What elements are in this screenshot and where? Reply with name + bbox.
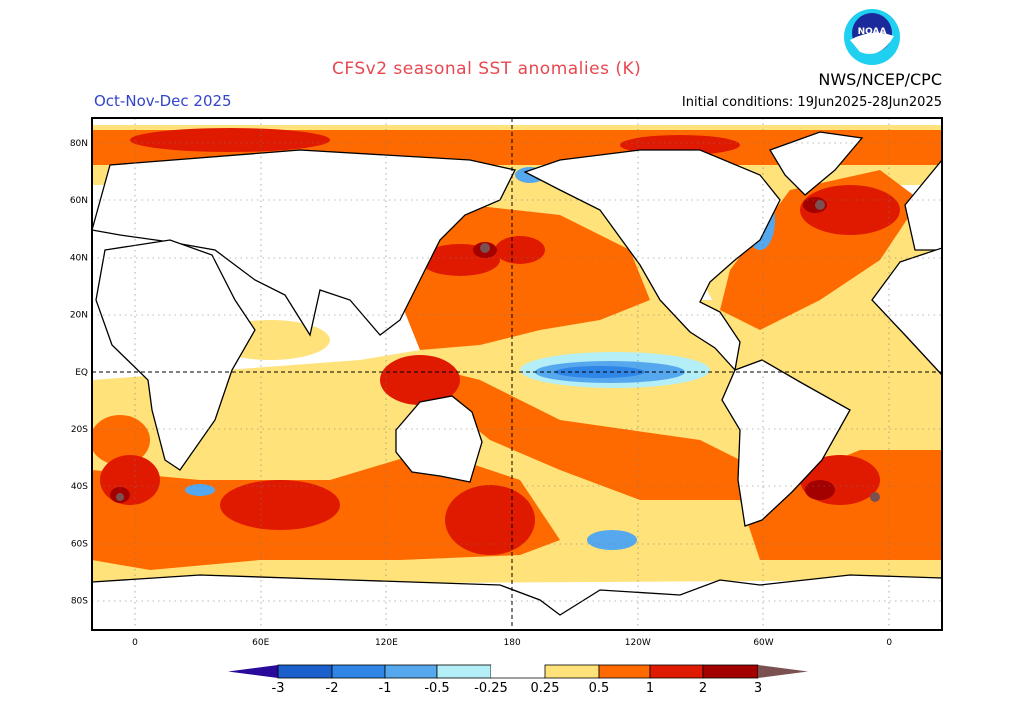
lon-axis: 0 60E 120E 180 120W 60W 0 <box>132 638 892 648</box>
lat-label: 40S <box>71 482 88 492</box>
south-america <box>721 359 851 527</box>
lat-label: 60S <box>71 539 88 549</box>
anomaly-extreme-warm <box>116 200 880 502</box>
lon-label: 120E <box>375 638 398 648</box>
lat-label: 60N <box>70 196 88 206</box>
lon-label: 60E <box>252 638 269 648</box>
lat-label: 80S <box>71 597 88 607</box>
colorbar-tick-label: 3 <box>754 681 762 696</box>
colorbar-upper-arrow <box>758 665 808 678</box>
land-mask <box>92 131 942 630</box>
initial-conditions: Initial conditions: 19Jun2025-28Jun2025 <box>681 95 942 110</box>
colorbar-tick-label: 1 <box>646 681 654 696</box>
lon-label: 180 <box>504 638 521 648</box>
colorbar: -3 -2 -1 -0.5 -0.25 0.25 0.5 1 2 3 <box>228 664 808 696</box>
colorbar-segment <box>598 664 651 679</box>
lon-label: 120W <box>625 638 651 648</box>
graticule <box>92 118 942 630</box>
greenland <box>769 131 864 196</box>
organization-label: NWS/NCEP/CPC <box>818 70 942 89</box>
noaa-logo: NOAA <box>844 9 900 65</box>
lat-label: EQ <box>75 368 88 378</box>
colorbar-segment <box>702 664 759 679</box>
svg-text:NOAA: NOAA <box>858 27 887 37</box>
colorbar-segment <box>491 665 545 678</box>
colorbar-tick-label: -0.5 <box>424 681 449 696</box>
lat-label: 20S <box>71 425 88 435</box>
lon-label: 0 <box>132 638 138 648</box>
europe-east <box>904 158 942 251</box>
colorbar-segment <box>544 664 600 679</box>
map-frame <box>91 117 943 631</box>
lon-label: 60W <box>753 638 773 648</box>
colorbar-tick-label: 0.25 <box>531 681 560 696</box>
colorbar-segment <box>649 664 704 679</box>
anomaly-field <box>92 118 942 630</box>
colorbar-tick-label: 2 <box>699 681 707 696</box>
lon-label: 0 <box>886 638 892 648</box>
forecast-period: Oct-Nov-Dec 2025 <box>94 92 232 110</box>
colorbar-tick-label: -0.25 <box>474 681 508 696</box>
africa <box>95 239 256 471</box>
australia <box>395 395 483 483</box>
colorbar-tick-label: 0.5 <box>589 681 610 696</box>
colorbar-segment <box>436 664 492 679</box>
antarctica <box>92 574 942 630</box>
lat-axis: 80N 60N 40N 20N EQ 20S 40S 60S 80S <box>70 139 88 607</box>
eurasia <box>92 149 516 337</box>
colorbar-segment <box>384 664 438 679</box>
north-america <box>523 149 781 372</box>
lat-label: 80N <box>70 139 88 149</box>
colorbar-tick-label: -2 <box>326 681 339 696</box>
lat-label: 20N <box>70 311 88 321</box>
colorbar-segment <box>277 664 333 679</box>
lat-label: 40N <box>70 253 88 263</box>
africa-east <box>871 247 942 376</box>
colorbar-tick-label: -1 <box>379 681 392 696</box>
colorbar-segment <box>331 664 386 679</box>
colorbar-tick-label: -3 <box>272 681 285 696</box>
map-title: CFSv2 seasonal SST anomalies (K) <box>332 59 642 79</box>
colorbar-lower-arrow <box>228 665 278 678</box>
